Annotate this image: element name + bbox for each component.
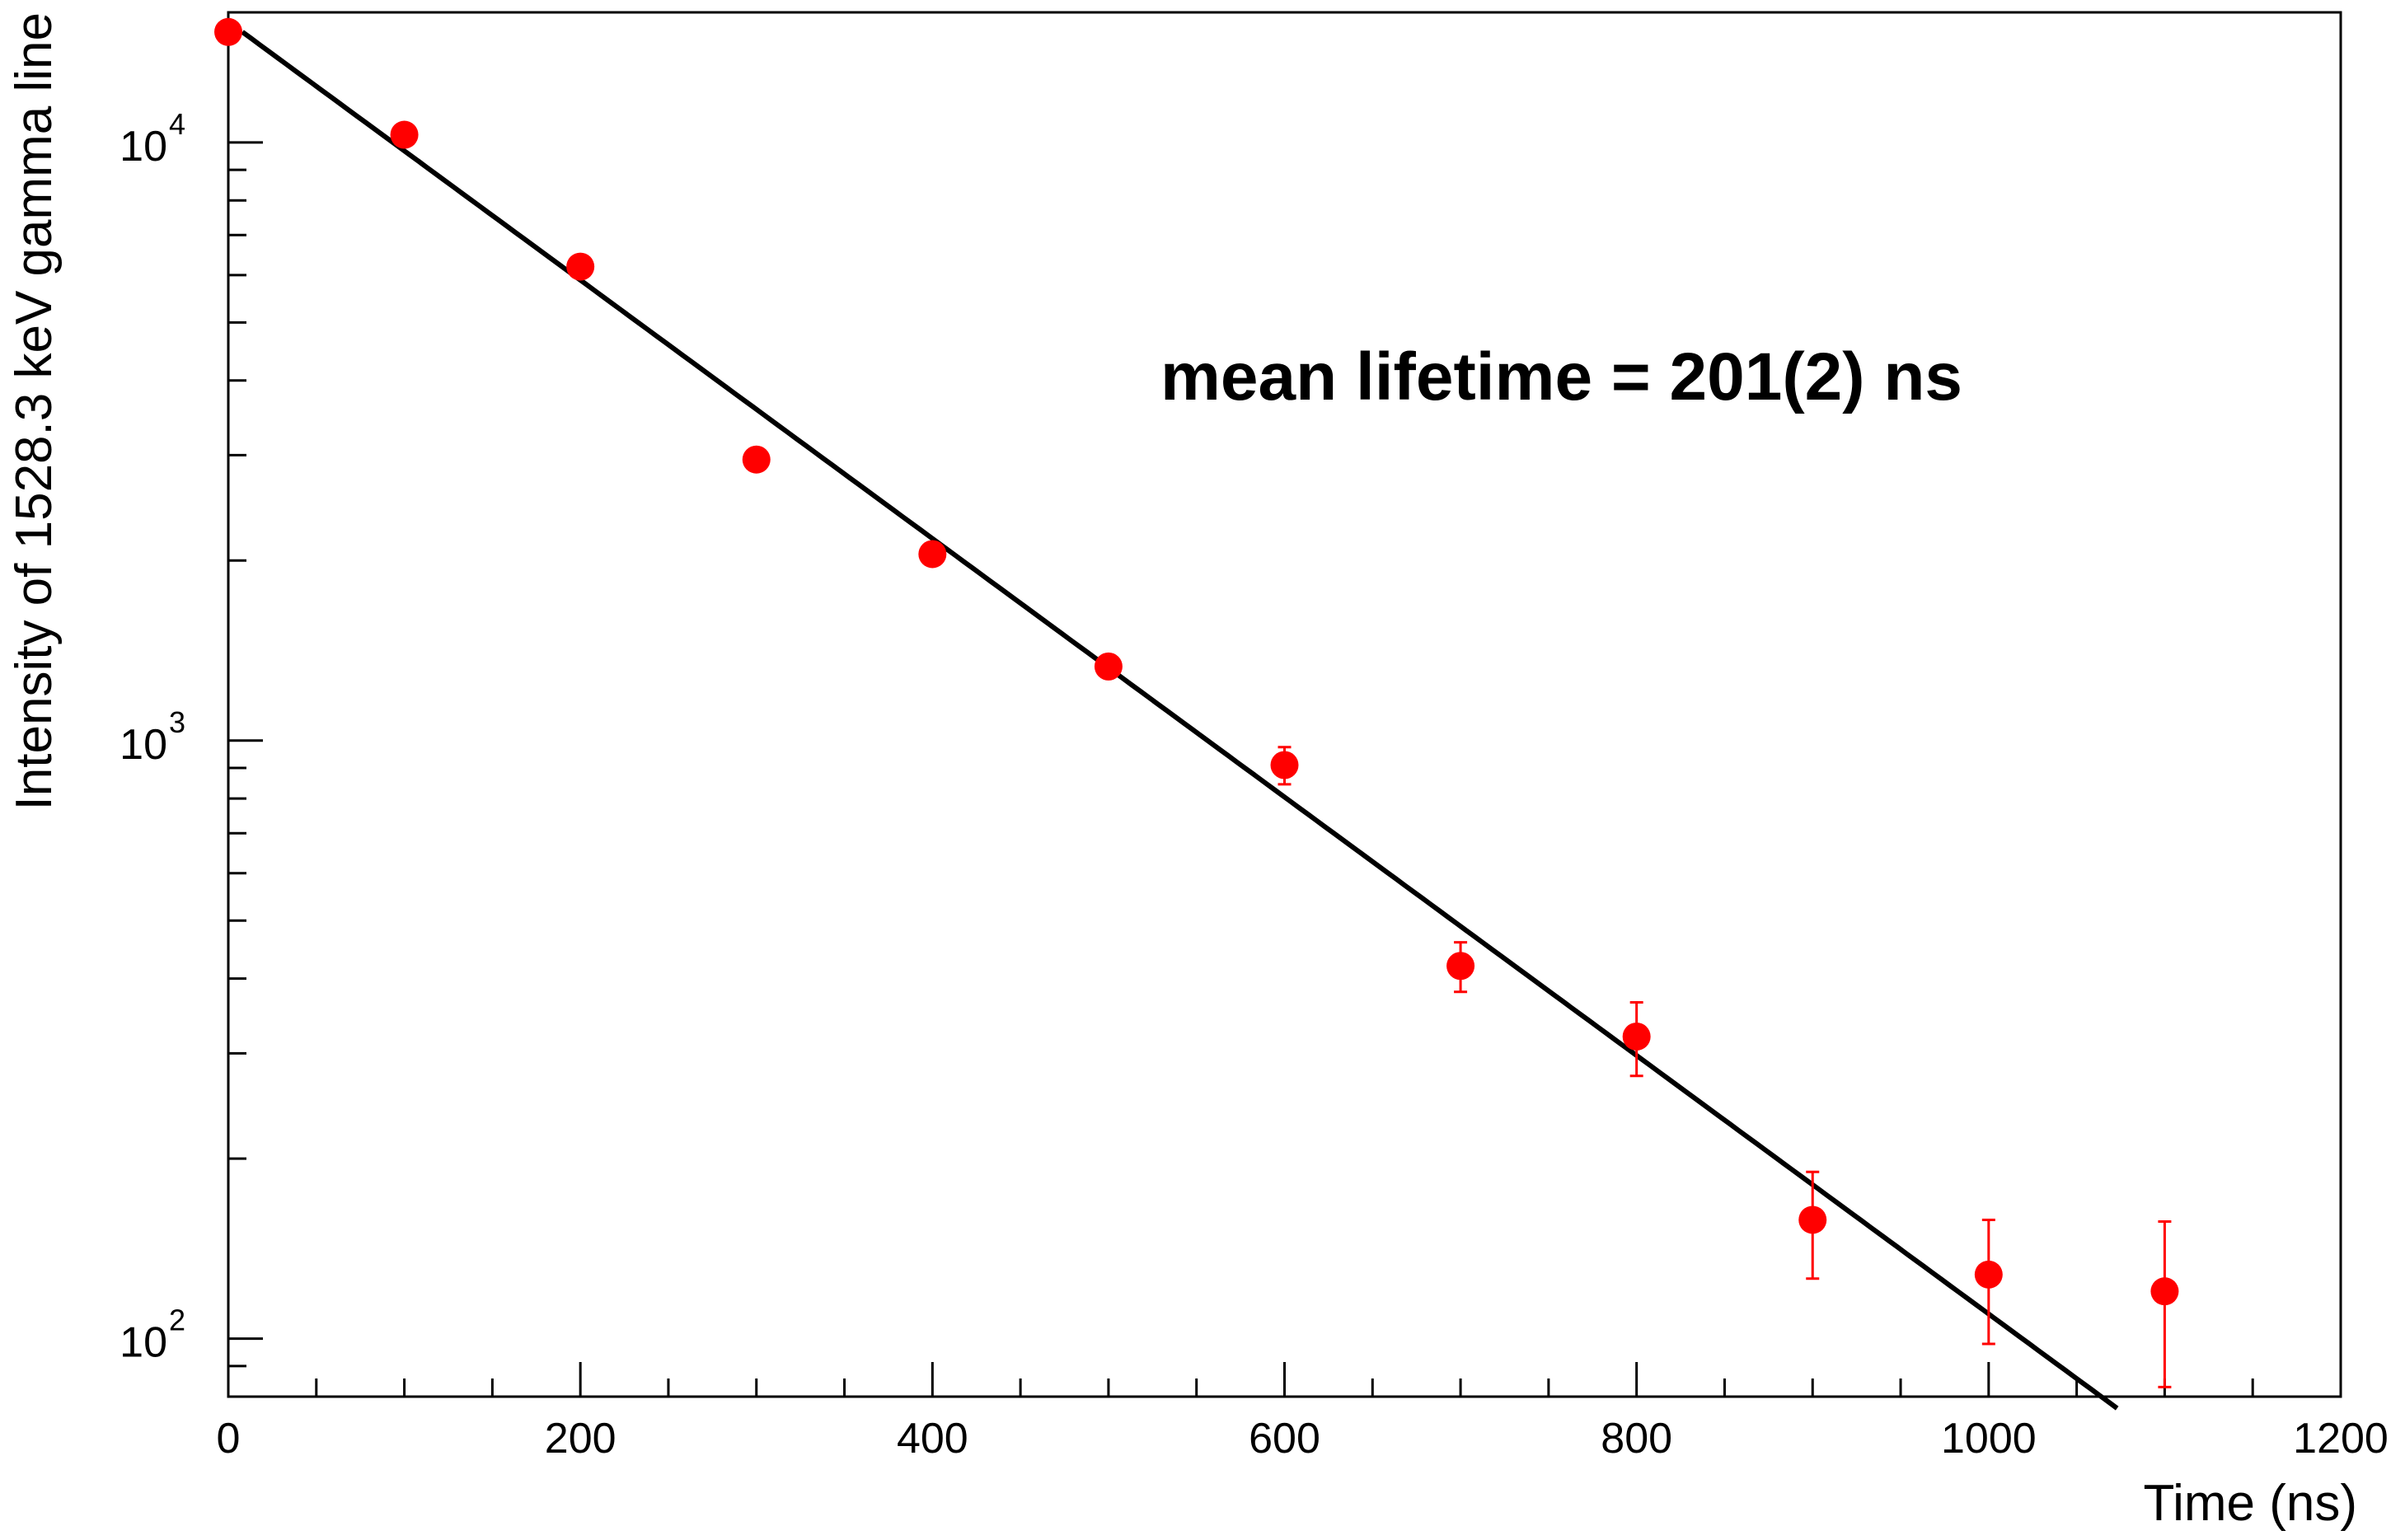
data-point bbox=[2150, 1277, 2179, 1306]
x-ticks bbox=[227, 1362, 2342, 1397]
y-tick-exponent: 2 bbox=[169, 1304, 185, 1337]
plot-frame bbox=[227, 11, 2342, 1398]
y-tick-label: 10 bbox=[120, 721, 167, 769]
data-point bbox=[566, 252, 595, 281]
data-point bbox=[214, 17, 242, 46]
y-axis-title: Intensity of 1528.3 keV gamma line bbox=[6, 12, 63, 810]
y-minor-ticks bbox=[228, 168, 246, 1398]
x-tick-label: 200 bbox=[545, 1415, 616, 1463]
annotation-text: mean lifetime = 201(2) ns bbox=[1160, 339, 1962, 414]
y-tick-label: 10 bbox=[120, 1319, 167, 1367]
x-tick-label: 1000 bbox=[1941, 1415, 2037, 1463]
data-point bbox=[1446, 952, 1475, 981]
x-axis-title: Time (ns) bbox=[2144, 1475, 2357, 1532]
y-tick-exponent: 4 bbox=[169, 107, 185, 141]
x-tick-label: 600 bbox=[1249, 1415, 1320, 1463]
data-point bbox=[1094, 652, 1123, 681]
y-tick-exponent: 3 bbox=[169, 705, 185, 739]
data-point bbox=[1622, 1022, 1651, 1051]
x-tick-label: 800 bbox=[1601, 1415, 1672, 1463]
data-points bbox=[214, 17, 2179, 1306]
error-bars bbox=[1278, 746, 2172, 1388]
data-point bbox=[742, 445, 771, 474]
data-point bbox=[1974, 1260, 2003, 1289]
x-tick-label: 0 bbox=[217, 1415, 241, 1463]
y-tick-label: 10 bbox=[120, 123, 167, 171]
data-point bbox=[1270, 751, 1299, 779]
data-point bbox=[918, 540, 947, 569]
x-tick-label: 1200 bbox=[2293, 1415, 2389, 1463]
data-point bbox=[1798, 1205, 1827, 1234]
x-tick-label: 400 bbox=[897, 1415, 968, 1463]
x-tick-labels: 0 200 400 600 800 1000 1200 bbox=[217, 1415, 2389, 1463]
y-major-ticks bbox=[228, 141, 263, 1341]
fit-line bbox=[241, 30, 2119, 1411]
data-point bbox=[390, 120, 419, 149]
